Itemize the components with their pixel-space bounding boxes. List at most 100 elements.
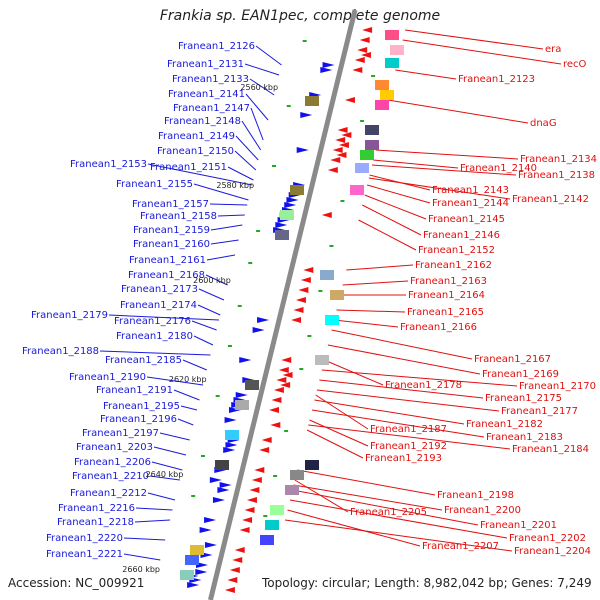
label-leader-line bbox=[197, 304, 221, 316]
gene-tick-mark bbox=[215, 395, 220, 397]
gene-tick-mark bbox=[299, 368, 304, 370]
gene-feature-block bbox=[325, 315, 339, 325]
forward-gene-arrow bbox=[278, 367, 289, 373]
label-leader-line bbox=[293, 484, 443, 511]
forward-gene-arrow bbox=[332, 147, 343, 153]
forward-gene-arrow bbox=[254, 467, 265, 473]
reverse-gene-arrow bbox=[219, 482, 232, 488]
label-leader-line bbox=[99, 350, 211, 356]
gene-label: Franean1_2183 bbox=[486, 432, 563, 443]
gene-feature-block bbox=[270, 505, 284, 515]
gene-label: Franean1_2140 bbox=[460, 163, 537, 174]
gene-feature-block bbox=[190, 545, 204, 555]
gene-label: Franean1_2141 bbox=[168, 89, 245, 100]
gene-tick-mark bbox=[307, 335, 312, 337]
gene-feature-block bbox=[285, 485, 299, 495]
reverse-gene-arrow bbox=[199, 527, 212, 533]
gene-label: Franean1_2131 bbox=[167, 59, 244, 70]
label-leader-line bbox=[205, 274, 228, 286]
label-leader-line bbox=[316, 389, 500, 412]
gene-label: era bbox=[545, 44, 561, 55]
forward-gene-arrow bbox=[354, 57, 365, 63]
label-leader-line bbox=[249, 78, 275, 96]
gene-feature-block bbox=[305, 96, 319, 106]
label-leader-line bbox=[210, 224, 243, 231]
forward-gene-arrow bbox=[259, 447, 270, 453]
forward-gene-arrow bbox=[273, 387, 284, 393]
gene-label: Franean1_2134 bbox=[520, 154, 597, 165]
gene-feature-block bbox=[390, 45, 404, 55]
forward-gene-arrow bbox=[338, 142, 349, 148]
gene-label: Franean1_2190 bbox=[69, 372, 146, 383]
gene-tick-mark bbox=[284, 430, 289, 432]
label-leader-line bbox=[198, 288, 225, 301]
label-leader-line bbox=[297, 469, 436, 496]
gene-label: Franean1_2169 bbox=[482, 369, 559, 380]
label-leader-line bbox=[375, 149, 519, 160]
gene-feature-block bbox=[385, 30, 399, 40]
reverse-gene-arrow bbox=[204, 542, 217, 548]
label-leader-line bbox=[327, 344, 481, 375]
gene-tick-mark bbox=[237, 305, 242, 307]
gene-feature-block bbox=[385, 58, 399, 68]
reverse-gene-arrow bbox=[322, 62, 335, 68]
topology-label: Topology: circular; Length: 8,982,042 bp… bbox=[262, 576, 592, 590]
forward-gene-arrow bbox=[271, 397, 282, 403]
gene-label: Franean1_2179 bbox=[31, 310, 108, 321]
label-leader-line bbox=[250, 107, 264, 141]
position-tick-label: 2560 kbp bbox=[240, 83, 278, 92]
reverse-gene-arrow bbox=[224, 417, 237, 423]
gene-label: Franean1_2197 bbox=[82, 428, 159, 439]
gene-feature-block bbox=[225, 430, 239, 440]
gene-tick-mark bbox=[263, 515, 268, 517]
label-leader-line bbox=[306, 429, 364, 459]
label-leader-line bbox=[387, 99, 529, 124]
gene-label: Franean1_2212 bbox=[70, 488, 147, 499]
reverse-gene-arrow bbox=[217, 487, 230, 493]
gene-label: Franean1_2138 bbox=[518, 170, 595, 181]
forward-gene-arrow bbox=[344, 97, 355, 103]
position-tick-label: 2660 kbp bbox=[122, 565, 160, 574]
label-leader-line bbox=[395, 69, 457, 80]
gene-feature-block bbox=[365, 125, 379, 135]
forward-gene-arrow bbox=[227, 577, 238, 583]
gene-label: Franean1_2195 bbox=[103, 401, 180, 412]
label-leader-line bbox=[235, 135, 259, 161]
label-leader-line bbox=[289, 499, 508, 539]
label-leader-line bbox=[315, 394, 369, 430]
gene-label: Franean1_2196 bbox=[100, 414, 177, 425]
gene-label: Franean1_2147 bbox=[173, 103, 250, 114]
gene-tick-mark bbox=[256, 230, 261, 232]
gene-tick-mark bbox=[302, 40, 307, 42]
gene-label: Franean1_2160 bbox=[133, 239, 210, 250]
label-leader-line bbox=[373, 159, 459, 169]
label-leader-line bbox=[123, 537, 166, 541]
label-leader-line bbox=[193, 183, 249, 201]
label-leader-line bbox=[153, 446, 187, 456]
reverse-gene-arrow bbox=[195, 569, 208, 575]
gene-label: Franean1_2221 bbox=[46, 549, 123, 560]
gene-label: Franean1_2180 bbox=[116, 331, 193, 342]
label-leader-line bbox=[284, 519, 513, 552]
gene-label: recO bbox=[563, 59, 587, 70]
gene-feature-block bbox=[350, 185, 364, 195]
label-leader-line bbox=[177, 418, 194, 426]
forward-gene-arrow bbox=[281, 357, 292, 363]
gene-feature-block bbox=[185, 555, 199, 565]
gene-label: Franean1_2170 bbox=[519, 381, 596, 392]
gene-feature-block bbox=[375, 100, 389, 110]
label-leader-line bbox=[311, 409, 485, 438]
reverse-gene-arrow bbox=[284, 202, 297, 208]
gene-label: Franean1_2210 bbox=[72, 471, 149, 482]
forward-gene-arrow bbox=[232, 557, 243, 563]
label-leader-line bbox=[287, 509, 421, 547]
gene-tick-mark bbox=[329, 245, 334, 247]
reverse-gene-arrow bbox=[296, 147, 309, 153]
label-leader-line bbox=[336, 309, 406, 313]
reverse-gene-arrow bbox=[187, 582, 200, 588]
reverse-gene-arrow bbox=[212, 497, 225, 503]
forward-gene-arrow bbox=[282, 372, 293, 378]
forward-gene-arrow bbox=[362, 27, 373, 33]
gene-tick-mark bbox=[200, 455, 205, 457]
forward-gene-arrow bbox=[357, 47, 368, 53]
